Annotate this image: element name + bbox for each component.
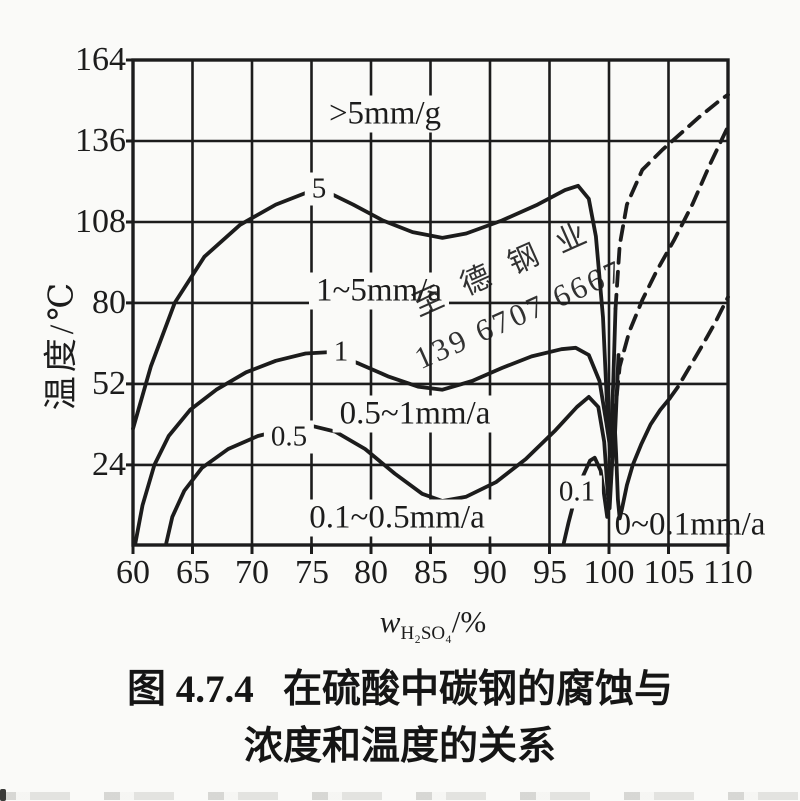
x-tick-label: 80 bbox=[354, 554, 388, 591]
region-label: 0.1~0.5mm/a bbox=[302, 499, 492, 537]
region-label: >5mm/g bbox=[321, 95, 449, 133]
x-axis-title: wH₂SO₄/% bbox=[380, 604, 486, 645]
region-label: 1 bbox=[326, 335, 356, 369]
x-tick-label: 85 bbox=[414, 554, 448, 591]
region-label: 0.5 bbox=[263, 420, 315, 454]
x-axis-unit: /% bbox=[451, 604, 487, 639]
y-tick-label: 108 bbox=[75, 203, 126, 240]
x-tick-label: 75 bbox=[295, 554, 329, 591]
x-tick-label: 60 bbox=[116, 554, 150, 591]
curve-01mma-ext bbox=[667, 295, 730, 401]
x-tick-label: 70 bbox=[235, 554, 269, 591]
x-tick-label: 100 bbox=[583, 554, 635, 591]
region-label: 0.5~1mm/a bbox=[332, 395, 498, 433]
region-label: 0.1 bbox=[551, 475, 603, 509]
scan-smudge-corner bbox=[0, 789, 6, 801]
x-tick-label: 65 bbox=[176, 554, 210, 591]
curve-5mma bbox=[131, 183, 618, 456]
region-label: 0~0.1mm/a bbox=[614, 506, 766, 543]
curve-5mma-ext bbox=[613, 92, 730, 311]
y-tick-label: 80 bbox=[92, 284, 126, 321]
curve-1mma bbox=[133, 345, 621, 545]
y-axis-title: 温度/℃ bbox=[43, 278, 81, 411]
region-label: 1~5mm/a bbox=[308, 272, 450, 310]
curve-05mma-ext bbox=[612, 124, 730, 421]
region-label: 5 bbox=[304, 172, 334, 206]
x-axis-subscript: H₂SO₄ bbox=[400, 623, 452, 645]
y-tick-label: 164 bbox=[75, 41, 126, 78]
x-tick-label: 110 bbox=[703, 554, 753, 591]
curve-01mma bbox=[561, 396, 672, 545]
figure-caption-line2: 浓度和温度的关系 bbox=[243, 725, 557, 768]
y-tick-label: 52 bbox=[92, 365, 126, 402]
x-axis-symbol: w bbox=[379, 604, 401, 639]
plot-border bbox=[131, 58, 730, 547]
x-tick-label: 105 bbox=[643, 554, 695, 591]
x-tick-label: 90 bbox=[473, 554, 507, 591]
plot-frame bbox=[131, 58, 730, 547]
y-tick-label: 24 bbox=[92, 446, 126, 483]
x-tick-label: 95 bbox=[533, 554, 567, 591]
y-tick-label: 136 bbox=[75, 122, 126, 159]
scan-smudge-bottom bbox=[0, 792, 800, 800]
figure-caption-line1: 图 4.7.4 在硫酸中碳钢的腐蚀与 bbox=[126, 668, 674, 711]
